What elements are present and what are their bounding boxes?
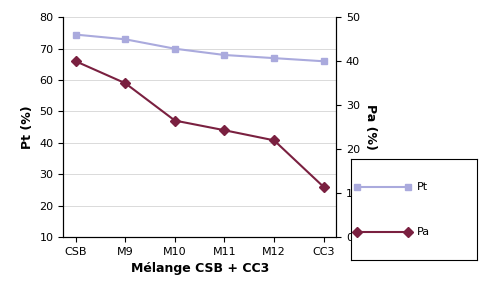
Text: Pa: Pa	[416, 227, 430, 237]
Pa	[222, 129, 227, 132]
Pa	[172, 119, 178, 122]
Y-axis label: Pt (%): Pt (%)	[21, 105, 34, 149]
Y-axis label: Pa (%): Pa (%)	[363, 104, 376, 150]
X-axis label: Mélange CSB + CC3: Mélange CSB + CC3	[131, 262, 269, 275]
Line: Pa: Pa	[72, 58, 327, 190]
Pa	[271, 139, 277, 142]
Pt	[73, 33, 78, 36]
Pt	[122, 38, 128, 41]
Pt	[172, 47, 178, 51]
Pa	[122, 81, 128, 85]
Text: Pt: Pt	[416, 182, 428, 192]
Pt	[222, 53, 227, 57]
Line: Pt: Pt	[72, 31, 327, 65]
Pa	[73, 60, 78, 63]
Pa	[321, 185, 327, 189]
Pt	[321, 60, 327, 63]
Pt	[271, 56, 277, 60]
